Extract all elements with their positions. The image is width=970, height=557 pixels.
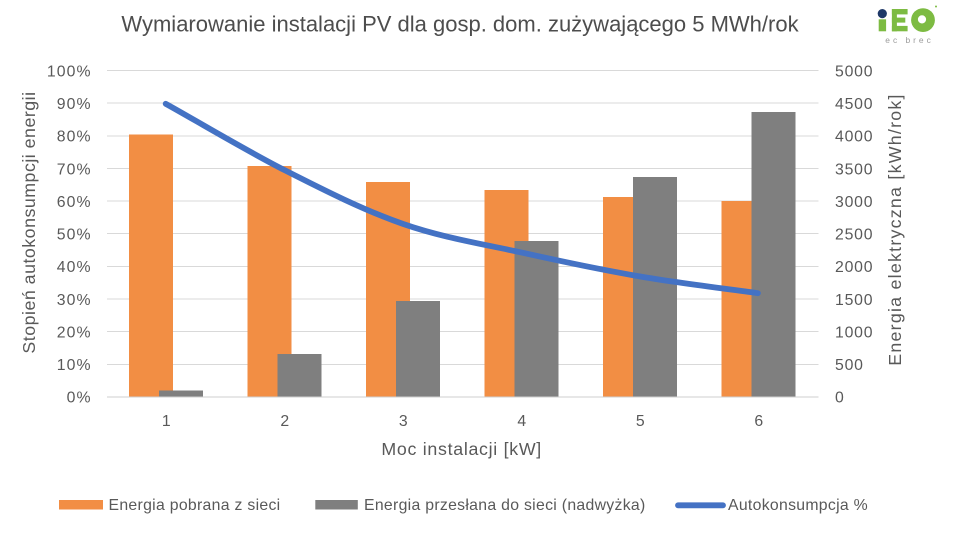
svg-text:3: 3 [399, 413, 408, 430]
svg-text:60%: 60% [57, 194, 92, 211]
svg-text:6: 6 [754, 413, 763, 430]
svg-text:0%: 0% [67, 390, 92, 407]
svg-text:Energia elektryczna [kWh/rok]: Energia elektryczna [kWh/rok] [885, 93, 905, 365]
svg-text:100%: 100% [47, 63, 92, 80]
svg-text:2500: 2500 [835, 227, 873, 244]
svg-text:2000: 2000 [835, 259, 873, 276]
svg-text:2: 2 [280, 413, 289, 430]
svg-text:Wymiarowanie instalacji PV dla: Wymiarowanie instalacji PV dla gosp. dom… [121, 12, 799, 37]
svg-text:1000: 1000 [835, 324, 873, 341]
svg-text:Energia przesłana do sieci (na: Energia przesłana do sieci (nadwyżka) [364, 497, 646, 514]
svg-text:5000: 5000 [835, 63, 873, 80]
svg-text:1: 1 [162, 413, 171, 430]
svg-text:4500: 4500 [835, 96, 873, 113]
svg-text:0: 0 [835, 390, 845, 407]
svg-text:4000: 4000 [835, 129, 873, 146]
svg-text:1500: 1500 [835, 292, 873, 309]
svg-text:20%: 20% [57, 324, 92, 341]
svg-text:90%: 90% [57, 96, 92, 113]
svg-text:70%: 70% [57, 161, 92, 178]
svg-text:4: 4 [517, 413, 526, 430]
svg-text:50%: 50% [57, 227, 92, 244]
svg-text:10%: 10% [57, 357, 92, 374]
svg-text:3000: 3000 [835, 194, 873, 211]
svg-text:Moc instalacji [kW]: Moc instalacji [kW] [381, 439, 542, 459]
svg-text:Energia pobrana z sieci: Energia pobrana z sieci [109, 497, 281, 514]
svg-text:ec brec: ec brec [885, 35, 933, 45]
svg-text:40%: 40% [57, 259, 92, 276]
svg-text:30%: 30% [57, 292, 92, 309]
svg-text:5: 5 [636, 413, 645, 430]
svg-text:Autokonsumpcja %: Autokonsumpcja % [728, 497, 868, 514]
svg-text:500: 500 [835, 357, 864, 374]
svg-text:Stopień autokonsumpcji energii: Stopień autokonsumpcji energii [19, 91, 39, 353]
svg-text:3500: 3500 [835, 161, 873, 178]
svg-text:80%: 80% [57, 129, 92, 146]
